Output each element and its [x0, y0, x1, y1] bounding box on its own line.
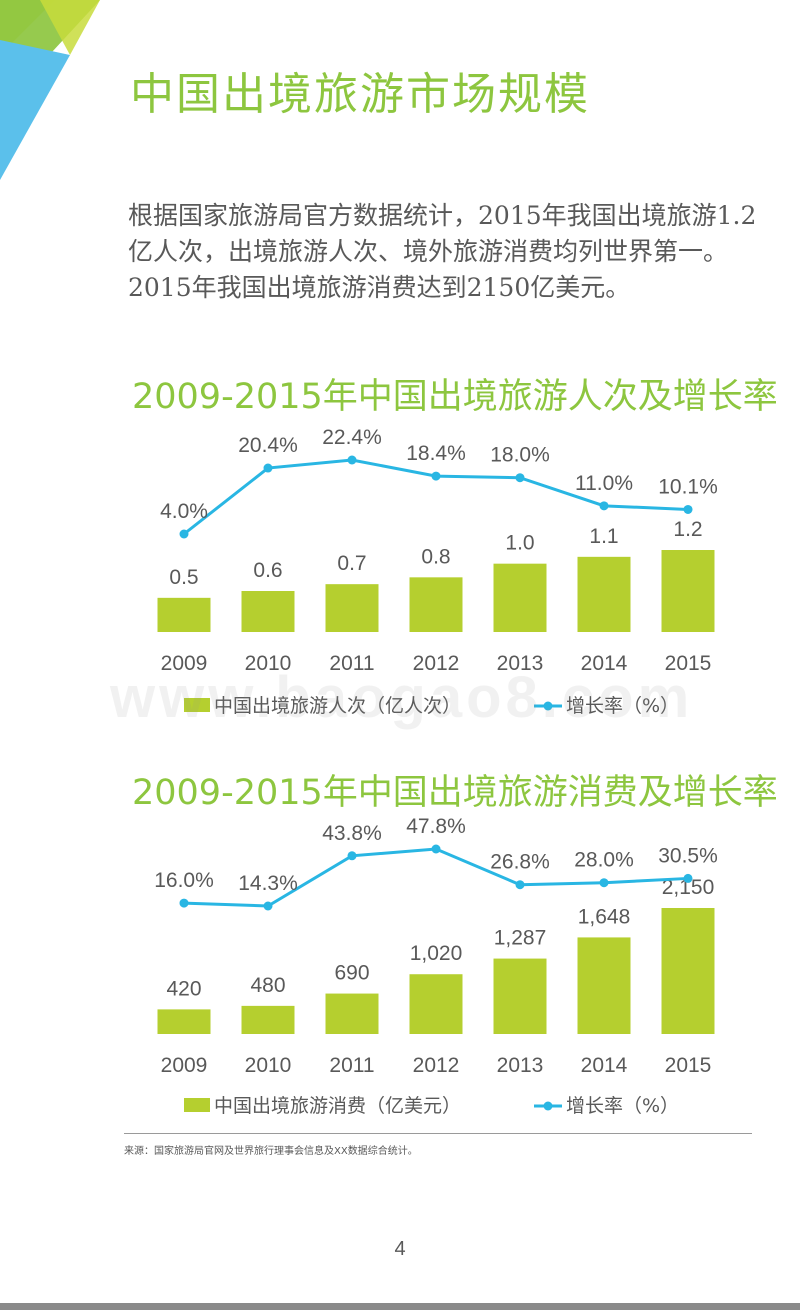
x-tick-2010: 2010	[245, 1054, 292, 1077]
bar-label-2009: 0.5	[169, 566, 198, 589]
page-number: 4	[394, 1238, 406, 1260]
bar-2011	[325, 584, 379, 632]
growth-point-2009	[179, 898, 189, 908]
legend-swatch-bar	[184, 698, 210, 712]
growth-point-2015	[683, 873, 693, 883]
growth-point-2011	[347, 851, 357, 861]
bottom-bar	[0, 1303, 800, 1310]
growth-point-2011	[347, 455, 357, 465]
bar-label-2013: 1,287	[494, 927, 547, 950]
growth-label-2010: 20.4%	[238, 434, 298, 457]
page-title: 中国出境旅游市场规模	[130, 69, 590, 120]
growth-label-2010: 14.3%	[238, 872, 298, 895]
legend-label-bar: 中国出境旅游消费（亿美元）	[214, 1095, 461, 1117]
bar-2014	[577, 556, 631, 632]
source-divider	[124, 1133, 752, 1134]
bar-2009	[157, 597, 211, 632]
growth-label-2015: 10.1%	[658, 475, 718, 498]
intro-paragraph: 根据国家旅游局官方数据统计，2015年我国出境旅游1.2亿人次，出境旅游人次、境…	[128, 201, 757, 302]
bar-2010	[241, 1005, 295, 1034]
x-tick-2009: 2009	[161, 652, 208, 675]
growth-label-2013: 18.0%	[490, 444, 550, 467]
bar-2009	[157, 1009, 211, 1034]
bar-label-2010: 480	[250, 974, 285, 997]
bar-label-2010: 0.6	[253, 559, 282, 582]
bar-label-2014: 1,648	[578, 905, 631, 928]
bar-label-2012: 0.8	[421, 545, 450, 568]
legend-label-bar: 中国出境旅游人次（亿人次）	[214, 695, 461, 717]
bar-2011	[325, 993, 379, 1034]
growth-label-2012: 18.4%	[406, 442, 466, 465]
bar-label-2013: 1.0	[505, 532, 534, 555]
x-tick-2012: 2012	[413, 652, 460, 675]
growth-point-2010	[263, 901, 273, 911]
chart-trips: 0.5 2009 0.6 2010 0.7 2011 0.8 2012 1.0 2013 1.1 20…	[157, 426, 718, 717]
bar-label-2012: 1,020	[410, 942, 463, 965]
x-tick-2011: 2011	[329, 1054, 374, 1077]
growth-point-2010	[263, 463, 273, 473]
x-tick-2011: 2011	[329, 652, 374, 675]
growth-point-2012	[431, 471, 441, 481]
bar-2014	[577, 937, 631, 1034]
bar-2010	[241, 591, 295, 632]
growth-label-2015: 30.5%	[658, 844, 718, 867]
x-tick-2013: 2013	[497, 1054, 544, 1077]
growth-label-2009: 4.0%	[160, 500, 208, 523]
growth-label-2011: 43.8%	[322, 822, 382, 845]
bar-2013	[493, 563, 547, 632]
legend-marker-line	[543, 1101, 553, 1111]
corner-decoration	[0, 0, 100, 180]
x-tick-2014: 2014	[581, 1054, 628, 1077]
growth-point-2013	[515, 880, 525, 890]
growth-label-2014: 11.0%	[575, 472, 633, 495]
bar-2015	[661, 550, 715, 632]
x-tick-2012: 2012	[413, 1054, 460, 1077]
bar-label-2015: 1.2	[673, 518, 702, 541]
bar-2012	[409, 974, 463, 1034]
bar-label-2011: 0.7	[337, 552, 366, 575]
growth-label-2014: 28.0%	[574, 849, 634, 872]
growth-point-2015	[683, 504, 693, 514]
chart-title-spending: 2009-2015年中国出境旅游消费及增长率	[132, 773, 778, 813]
growth-point-2014	[599, 878, 609, 888]
growth-label-2009: 16.0%	[154, 869, 214, 892]
growth-point-2009	[179, 529, 189, 539]
bar-2012	[409, 577, 463, 632]
bar-label-2009: 420	[166, 977, 201, 1000]
x-tick-2015: 2015	[665, 1054, 712, 1077]
x-tick-2009: 2009	[161, 1054, 208, 1077]
chart-title-trips: 2009-2015年中国出境旅游人次及增长率	[132, 377, 778, 417]
bar-label-2014: 1.1	[589, 525, 618, 548]
source-note: 来源：国家旅游局官网及世界旅行理事会信息及XX数据综合统计。	[124, 1146, 418, 1157]
growth-point-2012	[431, 844, 441, 854]
bar-label-2011: 690	[334, 962, 369, 985]
x-tick-2013: 2013	[497, 652, 544, 675]
legend-label-line: 增长率（%）	[566, 1095, 679, 1117]
growth-label-2012: 47.8%	[406, 815, 466, 838]
growth-point-2013	[515, 473, 525, 483]
chart-spending: 420 2009 480 2010 690 2011 1,020 2012 1,287 2013 1…	[154, 815, 718, 1117]
legend-swatch-bar	[184, 1098, 210, 1112]
x-tick-2014: 2014	[581, 652, 628, 675]
bar-2015	[661, 908, 715, 1034]
growth-label-2011: 22.4%	[322, 426, 382, 449]
legend-marker-line	[543, 701, 553, 711]
growth-point-2014	[599, 501, 609, 511]
x-tick-2010: 2010	[245, 652, 292, 675]
bar-label-2015: 2,150	[662, 876, 715, 899]
growth-label-2013: 26.8%	[490, 851, 550, 874]
x-tick-2015: 2015	[665, 652, 712, 675]
legend-label-line: 增长率（%）	[566, 695, 679, 717]
bar-2013	[493, 958, 547, 1034]
